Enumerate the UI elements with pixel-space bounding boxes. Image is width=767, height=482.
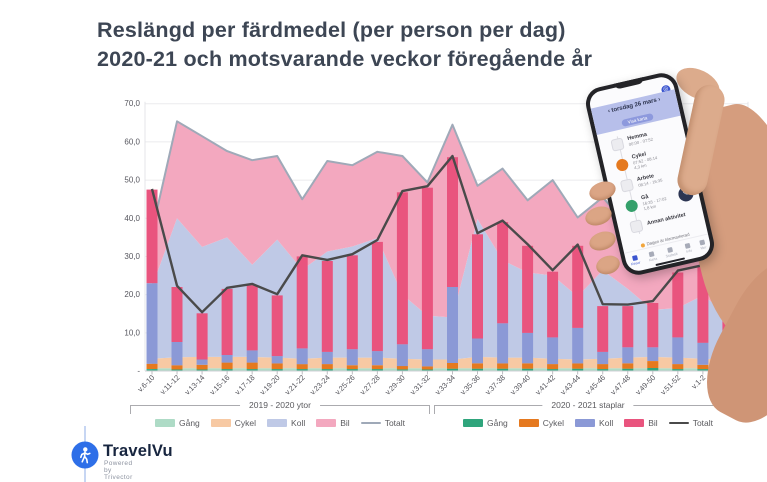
swatch-icon (210, 419, 231, 427)
svg-text:-: - (137, 367, 140, 376)
svg-text:v.15-16: v.15-16 (208, 373, 232, 397)
svg-text:v.43-44: v.43-44 (558, 373, 582, 397)
walk-icon (624, 198, 639, 213)
phone-tab-mer: Mer (699, 239, 707, 250)
hand-holding-phone-photo: ◎ ‹ torsdag 26 mars › Visa karta Hemma 00… (582, 61, 767, 438)
tab-label: Info (685, 248, 693, 254)
walking-person-icon (71, 441, 99, 469)
swatch-icon (267, 419, 288, 427)
svg-text:10,0: 10,0 (124, 328, 140, 337)
svg-text:v.6-10: v.6-10 (136, 373, 157, 394)
hand-thumb-tip (593, 252, 623, 278)
page-title-line1: Reslängd per färdmedel (per person per d… (97, 18, 566, 42)
hand-fingertip (586, 228, 619, 254)
svg-text:30,0: 30,0 (124, 252, 140, 261)
svg-text:v.49-50: v.49-50 (634, 373, 658, 397)
svg-text:70,0: 70,0 (124, 99, 140, 108)
home-icon (610, 136, 625, 152)
legend-item-totalt: Totalt (668, 418, 714, 428)
svg-text:v.41-42: v.41-42 (533, 373, 557, 397)
svg-text:v.21-22: v.21-22 (283, 373, 307, 397)
logo-tagline: Powered by Trivector (104, 460, 133, 481)
legend-items: Gång Cykel Koll Bil Totalt (434, 418, 742, 428)
swatch-icon (316, 419, 337, 427)
svg-text:v.25-26: v.25-26 (333, 373, 357, 397)
tab-label: Resor (630, 259, 641, 266)
legend-group-title: 2019 - 2020 ytor (240, 400, 320, 410)
bike-icon (614, 157, 630, 172)
trip-row-text: Hemma 00:00 - 07:52 (627, 131, 654, 147)
legend-item-bil: Bil (316, 418, 350, 428)
legend-item-koll: Koll (575, 418, 613, 428)
legend-items: Gång Cykel Koll Bil Totalt (130, 418, 430, 428)
svg-text:50,0: 50,0 (124, 176, 140, 185)
legend-label: Bil (340, 418, 350, 428)
legend-bracket: 2019 - 2020 ytor (130, 400, 430, 414)
svg-text:20,0: 20,0 (124, 290, 140, 299)
phone-tab-info: Info (684, 242, 692, 253)
legend-2019-2020: 2019 - 2020 ytor Gång Cykel Koll Bil Totalt (130, 400, 430, 428)
swatch-icon (518, 419, 539, 427)
svg-text:40,0: 40,0 (124, 214, 140, 223)
logo-wordmark: TravelVu (103, 442, 173, 460)
trip-row-text: Annan aktivitet (646, 212, 686, 227)
swatch-icon (575, 419, 596, 427)
trip-title: Annan aktivitet (646, 211, 687, 227)
svg-text:v.31-32: v.31-32 (408, 373, 432, 397)
svg-text:v.27-28: v.27-28 (358, 373, 382, 397)
svg-text:v.51-52: v.51-52 (659, 373, 683, 397)
legend-item-gng: Gång (462, 418, 508, 428)
legend-label: Gång (178, 418, 200, 428)
legend-label: Totalt (384, 418, 406, 428)
svg-text:v.11-12: v.11-12 (158, 373, 181, 396)
legend-group-title: 2020 - 2021 staplar (542, 400, 634, 410)
svg-text:v.47-48: v.47-48 (609, 373, 633, 397)
svg-text:v.39-40: v.39-40 (508, 373, 532, 397)
svg-text:v.23-24: v.23-24 (308, 373, 332, 397)
legend-item-cykel: Cykel (210, 418, 257, 428)
tab-label: Statistik (665, 251, 679, 259)
legend-label: Bil (648, 418, 658, 428)
phone-tab-statistik: Statistik (664, 246, 679, 259)
swatch-icon (462, 419, 483, 427)
legend-item-bil: Bil (624, 418, 658, 428)
legend-label: Gång (486, 418, 508, 428)
legend-item-totalt: Totalt (360, 418, 406, 428)
svg-text:v.45-46: v.45-46 (583, 373, 607, 397)
line-icon (668, 421, 689, 425)
legend-2020-2021: 2020 - 2021 staplar Gång Cykel Koll Bil Tota… (434, 400, 742, 428)
legend-label: Koll (599, 418, 614, 428)
date-navigator: ‹ torsdag 26 mars › (607, 96, 662, 115)
tab-label: Karta (648, 256, 658, 262)
tab-label: Mer (700, 244, 707, 250)
svg-text:v.37-38: v.37-38 (483, 373, 507, 397)
legend-label: Cykel (234, 418, 257, 428)
activity-icon (629, 218, 644, 234)
svg-text:v.35-36: v.35-36 (458, 373, 482, 397)
phone-tab-resor: Resor (629, 254, 641, 266)
work-icon (619, 177, 635, 193)
legend-item-cykel: Cykel (518, 418, 565, 428)
legend-label: Cykel (542, 418, 565, 428)
svg-text:v.13-14: v.13-14 (183, 373, 207, 397)
line-icon (360, 421, 381, 425)
legend-item-koll: Koll (267, 418, 305, 428)
trip-row-text: Arbete 08:14 - 16:35 (636, 172, 663, 188)
svg-text:v.33-34: v.33-34 (433, 373, 457, 397)
legend-label: Totalt (692, 418, 714, 428)
swatch-icon (624, 419, 645, 427)
legend-bracket: 2020 - 2021 staplar (434, 400, 742, 414)
page-title-line2: 2020-21 och motsvarande veckor föregåend… (97, 47, 593, 71)
phone-tab-karta: Karta (647, 250, 657, 262)
page-title: Reslängd per färdmedel (per person per d… (97, 16, 592, 74)
legend-item-gng: Gång (154, 418, 200, 428)
legend-label: Koll (291, 418, 306, 428)
svg-text:v.19-20: v.19-20 (258, 373, 282, 397)
svg-text:v.29-30: v.29-30 (383, 373, 407, 397)
swatch-icon (154, 419, 175, 427)
svg-text:v.17-18: v.17-18 (233, 373, 257, 397)
svg-text:60,0: 60,0 (124, 137, 140, 146)
